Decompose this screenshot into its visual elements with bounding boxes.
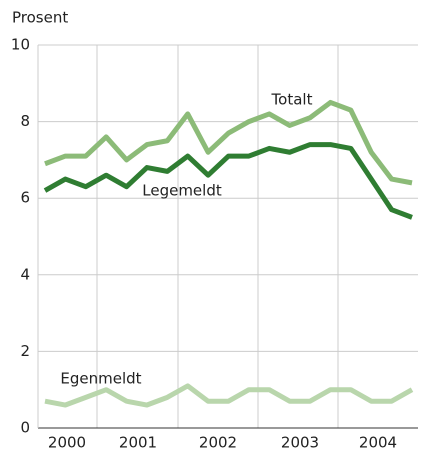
y-tick-label: 4 bbox=[20, 265, 30, 283]
x-tick-label: 2003 bbox=[281, 434, 319, 452]
series-line bbox=[44, 383, 414, 408]
x-tick-label: 2002 bbox=[199, 434, 237, 452]
y-tick-label: 0 bbox=[20, 419, 30, 437]
x-tick-label: 2004 bbox=[359, 434, 397, 452]
series-label: Legemeldt bbox=[142, 182, 222, 200]
series-line bbox=[44, 99, 413, 186]
y-tick-label: 8 bbox=[20, 112, 30, 130]
x-tick-label: 2000 bbox=[48, 434, 86, 452]
y-tick-label: 6 bbox=[20, 189, 30, 207]
x-tick-label: 2001 bbox=[119, 434, 157, 452]
series-label: Totalt bbox=[271, 91, 313, 109]
y-tick-label: 10 bbox=[11, 36, 30, 54]
y-tick-label: 2 bbox=[20, 342, 30, 360]
series-label: Egenmeldt bbox=[60, 370, 141, 388]
series-line bbox=[43, 142, 413, 220]
y-axis-label: Prosent bbox=[12, 9, 68, 27]
